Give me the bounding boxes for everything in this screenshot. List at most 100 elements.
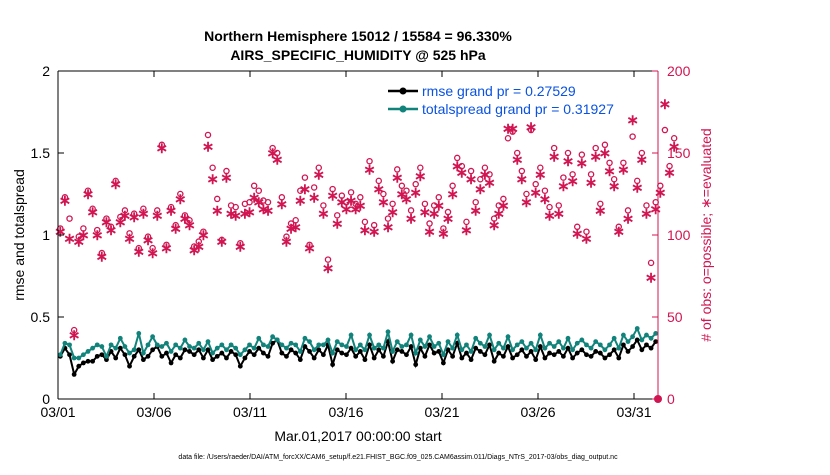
obs-evaluated-point: ∗ xyxy=(77,227,90,244)
obs-possible-point xyxy=(467,167,475,175)
rmse-point xyxy=(311,355,317,361)
spread-point xyxy=(653,331,659,336)
spread-point xyxy=(584,342,589,348)
rmse-point xyxy=(279,350,285,356)
obs-evaluated-point: ∗ xyxy=(225,206,238,223)
rmse-point xyxy=(408,344,414,349)
rmse-point xyxy=(71,372,77,377)
obs-possible-point xyxy=(610,175,618,183)
obs-evaluated-point: ∗ xyxy=(137,206,150,223)
obs-possible-point xyxy=(615,223,623,231)
spread-point xyxy=(602,347,608,353)
spread-point xyxy=(344,344,349,349)
rmse-point xyxy=(122,352,128,358)
obs-possible-point xyxy=(541,187,549,194)
rmse-point xyxy=(320,352,326,358)
legend-spread-label: totalspread grand pr = 0.31927 xyxy=(422,101,614,117)
obs-evaluated-point: ∗ xyxy=(663,165,676,182)
obs-possible-point xyxy=(555,202,563,209)
obs-possible-point xyxy=(518,167,526,175)
obs-evaluated-point: ∗ xyxy=(188,242,201,259)
obs-possible-point xyxy=(61,194,69,201)
spread-point xyxy=(464,342,469,348)
obs-evaluated-point: ∗ xyxy=(216,234,229,251)
obs-possible-point xyxy=(167,203,175,211)
rmse-point xyxy=(302,344,308,349)
obs-possible-point xyxy=(223,167,230,175)
spread-point xyxy=(625,339,631,344)
obs-possible-point xyxy=(186,216,193,224)
obs-evaluated-point: ∗ xyxy=(451,158,464,175)
spread-point xyxy=(593,339,599,344)
chart-subtitle: AIRS_SPECIFIC_HUMIDITY @ 525 hPa xyxy=(230,47,486,63)
spread-point xyxy=(482,344,488,349)
rmse-point xyxy=(90,358,96,364)
rmse-point xyxy=(196,347,202,353)
obs-possible-point xyxy=(370,221,378,229)
obs-evaluated-point: ∗ xyxy=(405,211,418,228)
spread-point xyxy=(251,345,257,351)
y-tick-label-right: 100 xyxy=(667,227,691,243)
obs-evaluated-point: ∗ xyxy=(520,194,533,211)
obs-evaluated-point: ∗ xyxy=(386,204,399,221)
obs-evaluated-point: ∗ xyxy=(580,230,593,247)
y-tick-label-right: 50 xyxy=(667,309,683,325)
rmse-point xyxy=(362,357,368,363)
obs-possible-point xyxy=(527,126,535,134)
spread-point xyxy=(450,345,456,351)
obs-evaluated-point: ∗ xyxy=(179,211,192,228)
obs-possible-point xyxy=(546,203,553,211)
obs-evaluated-point: ∗ xyxy=(285,220,298,237)
rmse-point xyxy=(487,342,492,348)
obs-possible-point xyxy=(264,198,272,206)
obs-possible-point xyxy=(638,149,646,157)
obs-possible-point xyxy=(495,202,503,209)
obs-evaluated-point: ∗ xyxy=(432,197,445,214)
obs-possible-point xyxy=(343,198,350,206)
spread-point xyxy=(611,335,617,341)
obs-evaluated-point: ∗ xyxy=(142,232,155,249)
rmse-point xyxy=(187,349,192,354)
obs-evaluated-point: ∗ xyxy=(391,170,404,187)
rmse-point xyxy=(394,347,400,353)
rmse-point xyxy=(284,353,289,359)
rmse-point xyxy=(191,352,197,358)
spread-point xyxy=(316,342,322,348)
spread-point xyxy=(399,344,405,349)
spread-point xyxy=(380,345,386,351)
rmse-point xyxy=(602,355,608,361)
obs-possible-point xyxy=(375,177,383,185)
spread-point xyxy=(293,342,299,348)
rmse-point xyxy=(620,342,626,348)
obs-possible-point xyxy=(380,190,387,198)
obs-possible-point xyxy=(606,159,613,167)
spread-point xyxy=(177,345,183,351)
obs-possible-point xyxy=(204,131,212,139)
x-tick-label: 03/11 xyxy=(233,404,267,420)
obs-evaluated-point: ∗ xyxy=(474,181,487,198)
obs-evaluated-point: ∗ xyxy=(603,163,616,180)
spread-point xyxy=(408,332,414,338)
obs-possible-point xyxy=(578,151,586,158)
obs-evaluated-point: ∗ xyxy=(654,184,667,201)
y-tick-label-left: 0.5 xyxy=(31,309,51,325)
obs-possible-point xyxy=(117,213,124,221)
obs-evaluated-point: ∗ xyxy=(197,227,210,244)
obs-possible-point xyxy=(310,184,318,191)
obs-possible-point xyxy=(329,185,336,193)
rmse-point xyxy=(537,344,543,349)
obs-evaluated-point: ∗ xyxy=(525,119,538,136)
rmse-point xyxy=(233,352,239,358)
rmse-point xyxy=(99,352,105,358)
obs-possible-point xyxy=(560,174,567,181)
spread-point xyxy=(556,339,562,344)
rmse-point xyxy=(177,355,183,361)
rmse-point xyxy=(505,344,511,349)
obs-evaluated-point: ∗ xyxy=(516,171,529,188)
obs-evaluated-point: ∗ xyxy=(252,194,265,211)
y-tick-label-left: 2 xyxy=(42,63,50,79)
obs-possible-point xyxy=(177,190,184,198)
obs-possible-point xyxy=(486,171,493,178)
rmse-point xyxy=(371,355,377,361)
